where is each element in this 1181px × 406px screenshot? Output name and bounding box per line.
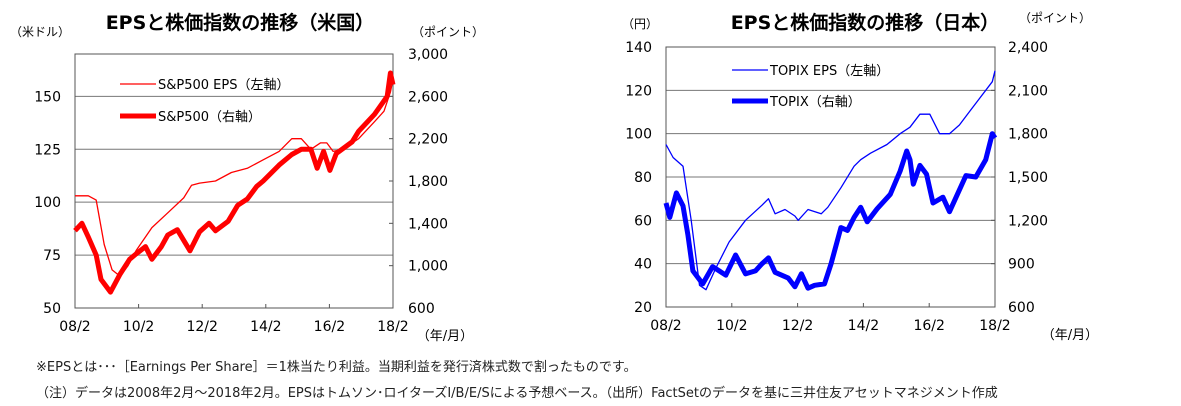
chart1-x-tick-label: 16/2 (314, 319, 345, 335)
chart1-title: EPSと株価指数の推移（米国） (106, 11, 375, 34)
chart2-legend-label: TOPIX（右軸） (769, 95, 861, 110)
chart1-y-right-tick-label: 600 (408, 301, 435, 317)
chart2-y-left-tick-label: 40 (634, 257, 652, 273)
chart1-y-left-tick-label: 150 (34, 89, 61, 105)
chart2-y-left-tick-label: 140 (625, 40, 652, 56)
chart2-y-right-tick-label: 1,200 (1008, 213, 1048, 229)
chart1-x-axis-unit: （年/月） (417, 329, 473, 344)
chart2-y-left-tick-label: 120 (625, 83, 652, 99)
chart2-plot-frame (665, 46, 996, 308)
chart1-y-right-tick-label: 1,000 (408, 259, 448, 275)
eps-definition-note: ※EPSとは･･･［Earnings Per Share］＝1株当たり利益。当期… (36, 360, 637, 375)
chart1-y-right-tick-label: 2,200 (408, 132, 448, 148)
chart1-legend-label: S&P500（右軸） (158, 110, 261, 125)
chart2-x-tick-label: 10/2 (716, 318, 747, 334)
chart2-y-right-tick-label: 2,400 (1008, 40, 1048, 56)
chart1-right-axis-unit: （ポイント） (412, 25, 484, 39)
chart1-left-axis-unit: （米ドル） (10, 25, 70, 39)
chart2-legend-label: TOPIX EPS（左軸） (769, 64, 889, 79)
chart1-y-right-tick-label: 1,800 (408, 174, 448, 190)
chart1-x-tick-label: 10/2 (123, 319, 154, 335)
chart2-y-left-tick-label: 80 (634, 170, 652, 186)
chart2-y-right-tick-label: 900 (1008, 257, 1035, 273)
chart2-y-left-tick-label: 60 (634, 213, 652, 229)
chart2-y-right-tick-label: 2,100 (1008, 83, 1048, 99)
chart2-x-tick-label: 14/2 (848, 318, 879, 334)
chart2-right-axis-unit: （ポイント） (1019, 11, 1091, 25)
chart1-legend-label: S&P500 EPS（左軸） (158, 78, 289, 93)
chart1-x-tick-label: 08/2 (59, 319, 90, 335)
chart2-series-line-eps (665, 70, 996, 291)
chart2-y-right-tick-label: 1,800 (1008, 127, 1048, 143)
chart1-y-left-tick-label: 50 (43, 301, 61, 317)
chart2-x-tick-label: 12/2 (782, 318, 813, 334)
chart2-x-tick-label: 16/2 (913, 318, 944, 334)
chart2-y-left-tick-label: 20 (634, 300, 652, 316)
chart1-y-right-tick-label: 2,600 (408, 89, 448, 105)
chart2-y-right-tick-label: 1,500 (1008, 170, 1048, 186)
chart1-x-tick-label: 12/2 (186, 319, 217, 335)
chart1-plot-frame (74, 53, 394, 309)
chart2-series-line-index (663, 131, 998, 291)
chart1-y-right-tick-label: 3,000 (408, 47, 448, 63)
chart1-y-left-tick-label: 75 (43, 248, 61, 264)
source-note: （注）データは2008年2月～2018年2月。EPSはトムソン･ロイターズI/B… (36, 386, 998, 401)
chart1-y-left-tick-label: 125 (34, 142, 61, 158)
chart2-y-right-tick-label: 600 (1008, 300, 1035, 316)
chart1-x-tick-label: 18/2 (377, 319, 408, 335)
chart1-y-left-tick-label: 100 (34, 195, 61, 211)
chart2-y-left-tick-label: 100 (625, 127, 652, 143)
chart2-x-axis-unit: （年/月） (1042, 328, 1098, 343)
chart1-series-line-eps (75, 79, 394, 277)
chart1-x-tick-label: 14/2 (250, 319, 281, 335)
chart2-title: EPSと株価指数の推移（日本） (731, 11, 1000, 34)
chart2-left-axis-unit: （円） (622, 17, 658, 31)
chart2-x-tick-label: 08/2 (650, 318, 681, 334)
chart1-series-line-index (73, 70, 396, 295)
chart1-y-right-tick-label: 1,400 (408, 216, 448, 232)
chart2-x-tick-label: 18/2 (979, 318, 1010, 334)
